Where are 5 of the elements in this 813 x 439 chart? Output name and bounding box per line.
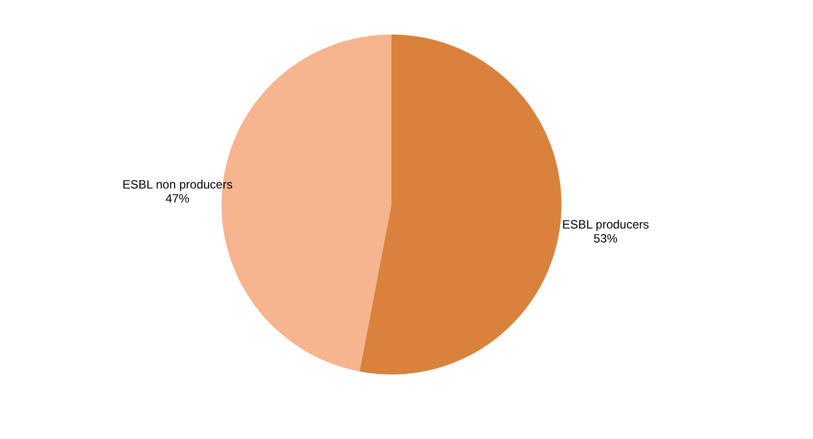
slice-label: ESBL producers (562, 218, 650, 232)
data-label: 47% (165, 191, 190, 206)
pie-slice (360, 34, 562, 374)
slice-label: ESBL non producers (122, 177, 233, 192)
data-label: 53% (594, 232, 618, 246)
